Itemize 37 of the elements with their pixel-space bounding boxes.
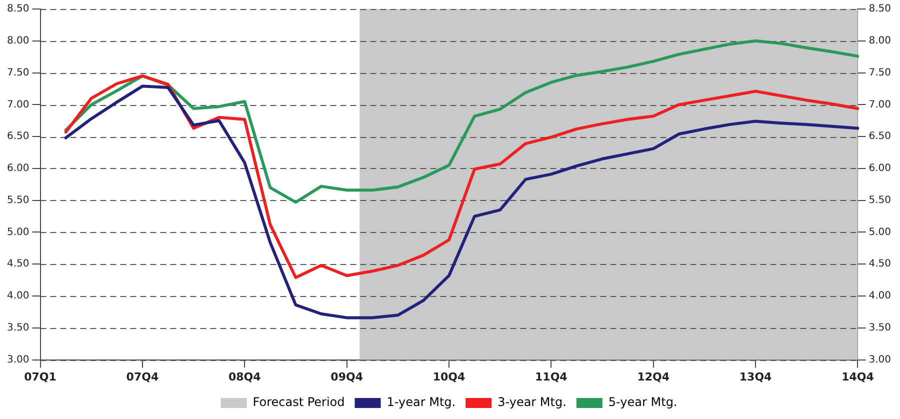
y2-tick-label: 7.00: [868, 99, 891, 110]
y-tick-label: 6.50: [7, 131, 30, 142]
legend-label: 3-year Mtg.: [498, 395, 566, 410]
x-tick-label: 07Q1: [24, 370, 56, 384]
y-tick-label: 3.00: [7, 354, 30, 366]
legend-label: 5-year Mtg.: [608, 395, 678, 410]
y2-tick-label: 3.00: [868, 354, 891, 366]
y2-tick-label: 5.50: [868, 194, 891, 206]
y2-tick-label: 4.50: [868, 258, 891, 270]
y2-tick-label: 8.50: [868, 4, 891, 15]
y2-tick-label: 8.00: [868, 35, 891, 46]
x-tick-label: 07Q4: [126, 370, 159, 384]
x-tick-label: 09Q4: [330, 370, 364, 384]
x-tick-label: 12Q4: [637, 370, 670, 384]
y-tick-label: 8.00: [7, 35, 30, 46]
y-tick-label: 7.00: [7, 99, 30, 110]
x-tick-label: 08Q4: [228, 370, 262, 384]
x-tick-label: 11Q4: [535, 370, 568, 384]
y2-tick-label: 7.50: [868, 67, 891, 78]
y-tick-label: 5.50: [7, 194, 30, 206]
y2-tick-label: 4.00: [868, 290, 891, 302]
x-tick-label: 14Q4: [842, 370, 874, 384]
legend-label: 1-year Mtg.: [386, 395, 456, 410]
x-tick-label: 13Q4: [739, 370, 772, 384]
y2-tick-label: 3.50: [868, 322, 891, 334]
y-tick-label: 6.00: [7, 163, 30, 174]
legend-label: Forecast Period: [252, 395, 345, 410]
y2-tick-label: 6.00: [868, 163, 891, 174]
y-tick-label: 8.50: [7, 4, 30, 15]
y2-tick-label: 5.00: [868, 226, 891, 238]
y-tick-label: 3.50: [7, 322, 30, 334]
y-tick-label: 7.50: [7, 67, 30, 78]
x-tick-label: 10Q4: [432, 370, 466, 384]
y-tick-label: 4.50: [7, 258, 30, 270]
y-tick-label: 4.00: [7, 290, 30, 302]
y2-tick-label: 6.50: [868, 131, 891, 142]
y-tick-label: 5.00: [7, 226, 30, 238]
